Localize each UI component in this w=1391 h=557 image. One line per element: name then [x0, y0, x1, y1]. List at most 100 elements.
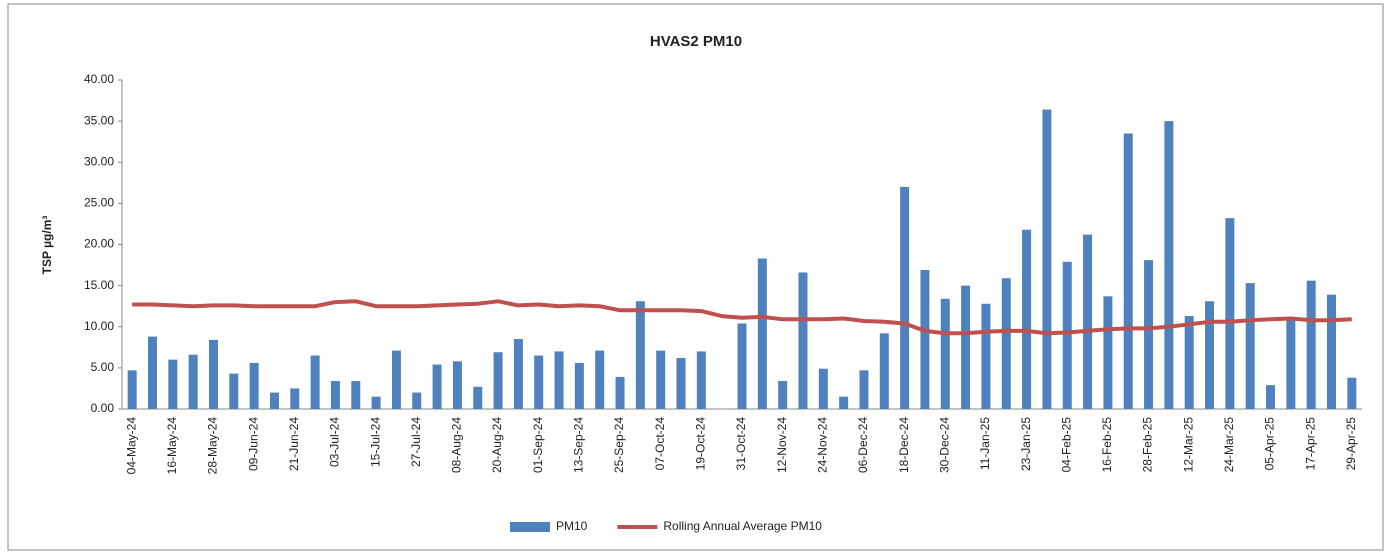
bar [534, 355, 544, 409]
bar [493, 352, 503, 409]
x-tick-label: 29-Apr-25 [1344, 417, 1358, 471]
x-tick-label: 28-Feb-25 [1141, 417, 1155, 473]
x-tick-label: 11-Jan-25 [978, 417, 992, 470]
bar [412, 392, 422, 409]
bar [1205, 301, 1215, 409]
bar [1225, 218, 1235, 409]
bar [1083, 234, 1093, 409]
bar [961, 285, 971, 409]
bar [1103, 296, 1113, 409]
x-tick-label: 04-May-24 [124, 417, 138, 475]
bar [168, 359, 178, 409]
bar [778, 381, 788, 409]
bar [1042, 109, 1052, 410]
bar [879, 333, 889, 409]
bar [656, 350, 666, 409]
bar [1266, 385, 1276, 409]
x-tick-label: 12-Mar-25 [1181, 417, 1195, 473]
bar [798, 272, 808, 409]
bar [147, 336, 157, 409]
x-tick-label: 24-Nov-24 [815, 417, 829, 473]
x-tick-label: 23-Jan-25 [1019, 417, 1033, 471]
bar [859, 370, 869, 409]
y-tick-label: 35.00 [84, 113, 114, 127]
bar [229, 373, 239, 409]
bar [1022, 229, 1032, 409]
bar [473, 386, 483, 409]
bar [432, 364, 442, 409]
bar [1306, 280, 1316, 409]
bar [188, 354, 198, 409]
bar [1245, 283, 1255, 409]
x-tick-label: 25-Sep-24 [612, 417, 626, 473]
bar [1001, 278, 1011, 409]
bar [839, 396, 849, 409]
bar [351, 381, 361, 409]
bar [330, 381, 340, 409]
y-tick-label: 30.00 [84, 154, 114, 168]
bar [371, 396, 381, 409]
y-tick-label: 25.00 [84, 196, 114, 210]
x-tick-label: 07-Oct-24 [653, 417, 667, 471]
x-tick-label: 04-Feb-25 [1059, 417, 1073, 473]
legend-label: PM10 [556, 519, 588, 533]
bar [615, 376, 625, 409]
x-tick-label: 05-Apr-25 [1263, 417, 1277, 471]
legend-swatch [510, 522, 550, 532]
bar [290, 388, 300, 409]
bar [676, 358, 686, 409]
bar [269, 392, 279, 409]
x-tick-label: 20-Aug-24 [490, 417, 504, 473]
bar [635, 301, 645, 409]
bar [391, 350, 401, 409]
x-tick-label: 28-May-24 [206, 417, 220, 475]
bar [595, 350, 605, 409]
bar [249, 362, 259, 409]
x-tick-label: 19-Oct-24 [694, 417, 708, 471]
bar [696, 351, 706, 409]
bar [940, 298, 950, 409]
x-tick-label: 08-Aug-24 [450, 417, 464, 473]
y-tick-label: 40.00 [84, 72, 114, 86]
bar [127, 370, 137, 409]
x-tick-label: 24-Mar-25 [1222, 417, 1236, 473]
x-tick-label: 27-Jul-24 [409, 417, 423, 467]
bar [1184, 316, 1194, 409]
bar [818, 368, 828, 409]
x-tick-label: 13-Sep-24 [572, 417, 586, 473]
legend-label: Rolling Annual Average PM10 [663, 519, 822, 533]
x-tick-label: 15-Jul-24 [368, 417, 382, 467]
y-axis-title: TSP µg/m³ [40, 216, 54, 275]
bar [920, 269, 930, 409]
y-tick-label: 15.00 [84, 278, 114, 292]
x-tick-label: 03-Jul-24 [328, 417, 342, 467]
bar [1164, 121, 1174, 409]
x-tick-label: 16-May-24 [165, 417, 179, 475]
bar [1327, 294, 1337, 409]
bar [310, 355, 320, 409]
bar [1062, 261, 1072, 409]
bar [1286, 319, 1296, 409]
x-tick-label: 30-Dec-24 [937, 417, 951, 473]
x-tick-label: 21-Jun-24 [287, 417, 301, 471]
bar [1123, 133, 1133, 409]
y-tick-label: 0.00 [91, 401, 115, 415]
bar [757, 258, 767, 409]
bar [554, 351, 564, 409]
x-tick-label: 31-Oct-24 [734, 417, 748, 471]
bar [1144, 260, 1154, 409]
x-tick-label: 09-Jun-24 [246, 417, 260, 471]
line [132, 299, 1352, 336]
x-tick-label: 06-Dec-24 [856, 417, 870, 473]
bar [452, 361, 462, 409]
bar [513, 339, 523, 409]
chart-title: HVAS2 PM10 [650, 33, 742, 50]
bar [208, 339, 218, 409]
y-tick-label: 10.00 [84, 319, 114, 333]
y-tick-label: 20.00 [84, 237, 114, 251]
chart-border [7, 3, 1384, 551]
bar [1347, 377, 1357, 409]
y-tick-label: 5.00 [91, 360, 115, 374]
bar [981, 303, 991, 409]
